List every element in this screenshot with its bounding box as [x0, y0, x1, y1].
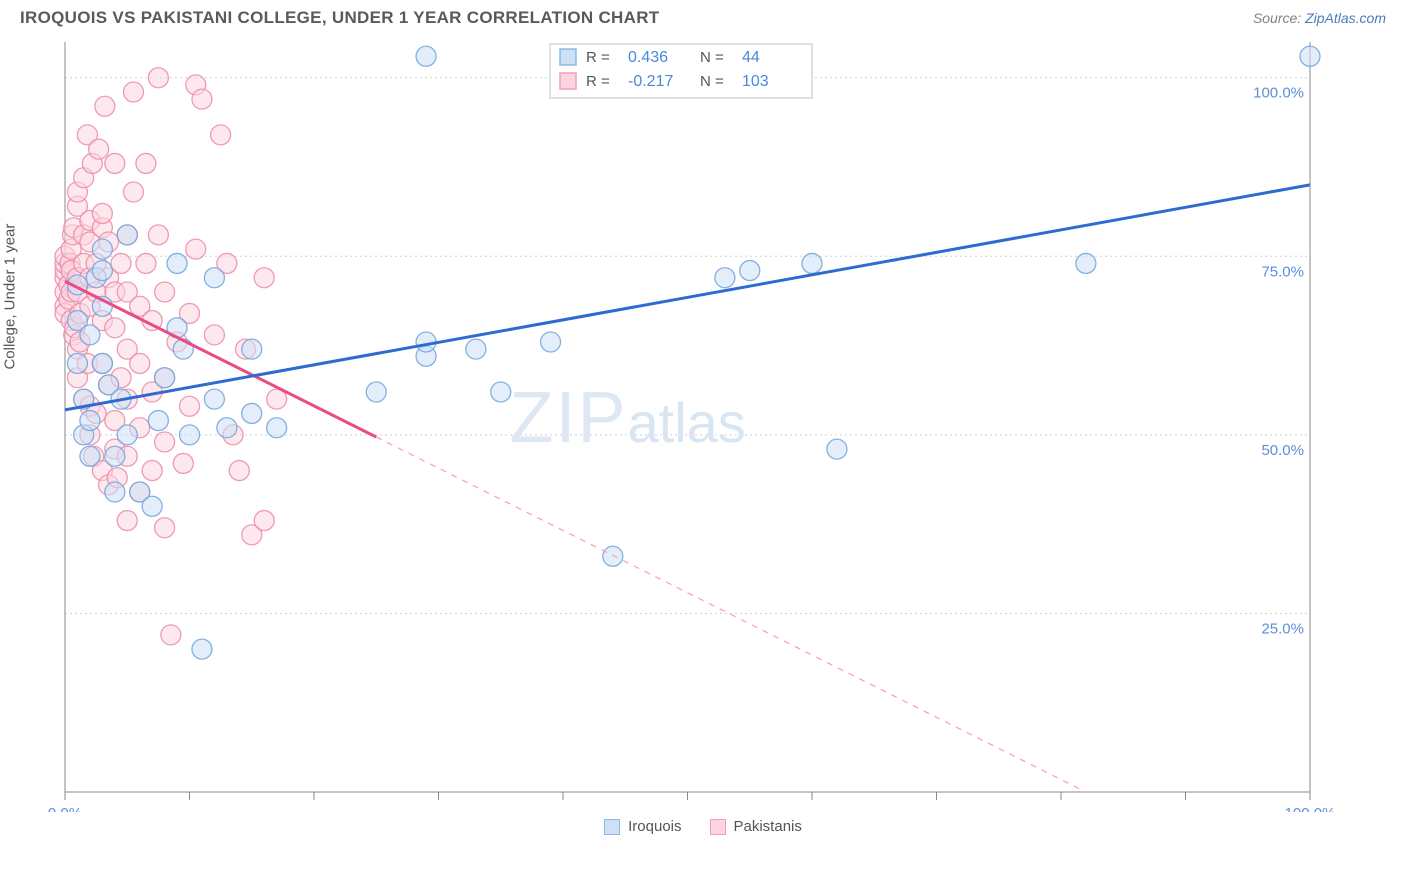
data-point-pakistanis	[148, 68, 168, 88]
data-point-pakistanis	[136, 153, 156, 173]
data-point-pakistanis	[161, 625, 181, 645]
data-point-iroquois	[416, 46, 436, 66]
x-tick-label: 100.0%	[1285, 805, 1336, 812]
data-point-iroquois	[242, 339, 262, 359]
series-legend: Iroquois Pakistanis	[20, 812, 1386, 835]
data-point-iroquois	[92, 239, 112, 259]
trend-line-pakistanis-extrap	[376, 437, 1086, 792]
data-point-pakistanis	[142, 461, 162, 481]
watermark: atlas	[628, 391, 746, 454]
data-point-iroquois	[204, 389, 224, 409]
correlation-scatter-chart: 0.0% 100.0% 25.0% 50.0% 75.0% 100.0% ZIPatlas R…	[20, 32, 1350, 812]
legend-r-value: -0.217	[628, 73, 673, 90]
data-point-iroquois	[155, 368, 175, 388]
data-point-iroquois	[491, 382, 511, 402]
data-point-iroquois	[366, 382, 386, 402]
legend-n-value: 44	[742, 49, 760, 66]
y-tick-label: 100.0%	[1253, 85, 1304, 102]
data-point-iroquois	[105, 482, 125, 502]
data-point-iroquois	[142, 496, 162, 516]
data-point-pakistanis	[95, 96, 115, 116]
data-point-pakistanis	[123, 182, 143, 202]
data-point-iroquois	[242, 403, 262, 423]
legend-r-label: R =	[586, 73, 610, 90]
data-point-pakistanis	[155, 432, 175, 452]
data-point-pakistanis	[105, 318, 125, 338]
data-point-pakistanis	[105, 153, 125, 173]
data-point-pakistanis	[155, 282, 175, 302]
watermark: ZIP	[509, 378, 627, 458]
data-point-pakistanis	[211, 125, 231, 145]
data-point-iroquois	[1076, 253, 1096, 273]
source-credit: Source: ZipAtlas.com	[1253, 10, 1386, 26]
data-point-pakistanis	[123, 82, 143, 102]
data-point-iroquois	[715, 268, 735, 288]
data-point-iroquois	[67, 353, 87, 373]
source-link[interactable]: ZipAtlas.com	[1305, 10, 1386, 26]
x-tick-label: 0.0%	[48, 805, 82, 812]
legend-label: Pakistanis	[734, 818, 802, 835]
data-point-iroquois	[267, 418, 287, 438]
legend-r-value: 0.436	[628, 49, 668, 66]
data-point-iroquois	[80, 325, 100, 345]
data-point-pakistanis	[254, 268, 274, 288]
legend-label: Iroquois	[628, 818, 681, 835]
data-point-iroquois	[180, 425, 200, 445]
data-point-iroquois	[466, 339, 486, 359]
data-point-iroquois	[117, 225, 137, 245]
data-point-pakistanis	[130, 353, 150, 373]
data-point-pakistanis	[173, 453, 193, 473]
y-tick-label: 75.0%	[1261, 263, 1304, 280]
legend-swatch	[604, 819, 620, 835]
data-point-iroquois	[92, 353, 112, 373]
data-point-pakistanis	[192, 89, 212, 109]
legend-n-value: 103	[742, 73, 769, 90]
data-point-iroquois	[80, 411, 100, 431]
legend-item: Iroquois	[604, 818, 681, 835]
data-point-pakistanis	[254, 511, 274, 531]
legend-swatch	[560, 73, 576, 89]
data-point-pakistanis	[186, 239, 206, 259]
data-point-iroquois	[740, 261, 760, 281]
data-point-iroquois	[148, 411, 168, 431]
legend-n-label: N =	[700, 49, 724, 66]
data-point-iroquois	[802, 253, 822, 273]
data-point-pakistanis	[180, 396, 200, 416]
data-point-iroquois	[603, 546, 623, 566]
data-point-iroquois	[827, 439, 847, 459]
data-point-pakistanis	[117, 511, 137, 531]
data-point-iroquois	[92, 261, 112, 281]
data-point-pakistanis	[89, 139, 109, 159]
data-point-iroquois	[541, 332, 561, 352]
legend-item: Pakistanis	[710, 818, 802, 835]
data-point-iroquois	[192, 639, 212, 659]
data-point-pakistanis	[204, 325, 224, 345]
y-tick-label: 50.0%	[1261, 442, 1304, 459]
legend-swatch	[560, 49, 576, 65]
data-point-iroquois	[204, 268, 224, 288]
chart-title: IROQUOIS VS PAKISTANI COLLEGE, UNDER 1 Y…	[20, 8, 659, 28]
data-point-iroquois	[173, 339, 193, 359]
data-point-iroquois	[1300, 46, 1320, 66]
data-point-iroquois	[117, 425, 137, 445]
legend-r-label: R =	[586, 49, 610, 66]
data-point-pakistanis	[229, 461, 249, 481]
data-point-pakistanis	[136, 253, 156, 273]
chart-container: College, Under 1 year 0.0%100.0%25.0%50.…	[20, 32, 1386, 835]
data-point-iroquois	[105, 446, 125, 466]
source-prefix: Source:	[1253, 10, 1305, 26]
data-point-pakistanis	[111, 253, 131, 273]
legend-n-label: N =	[700, 73, 724, 90]
data-point-pakistanis	[155, 518, 175, 538]
data-point-pakistanis	[92, 203, 112, 223]
trend-line-iroquois	[65, 185, 1310, 410]
data-point-iroquois	[167, 253, 187, 273]
data-point-pakistanis	[148, 225, 168, 245]
y-tick-label: 25.0%	[1261, 620, 1304, 637]
y-axis-label: College, Under 1 year	[2, 223, 19, 369]
data-point-iroquois	[217, 418, 237, 438]
data-point-iroquois	[80, 446, 100, 466]
legend-swatch	[710, 819, 726, 835]
